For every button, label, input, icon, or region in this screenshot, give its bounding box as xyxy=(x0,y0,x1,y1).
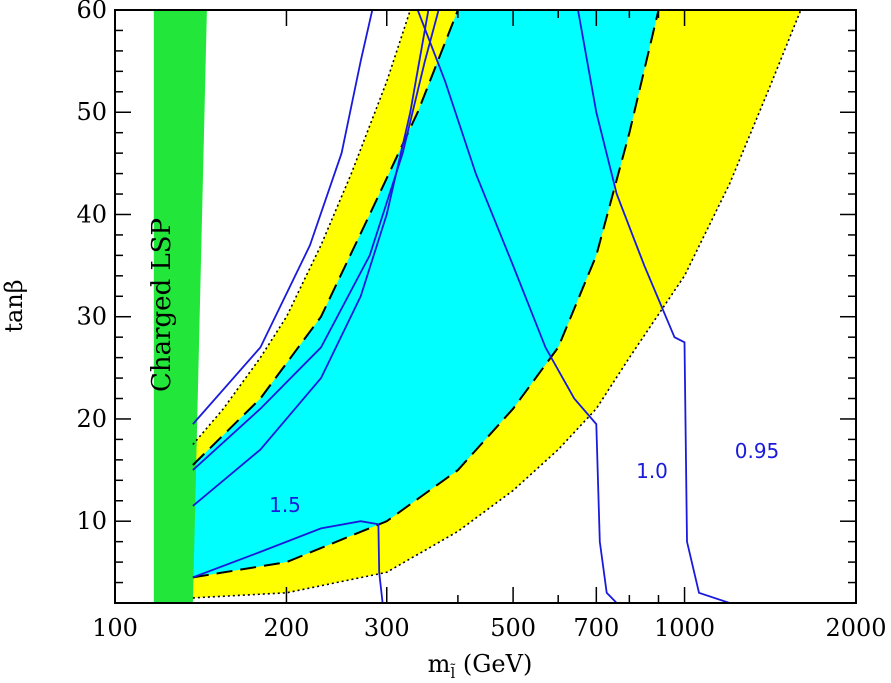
y-tick-label: 20 xyxy=(76,405,107,433)
y-tick-label: 50 xyxy=(76,98,107,126)
y-tick-label: 40 xyxy=(76,200,107,228)
charged-lsp-label: Charged LSP xyxy=(147,218,177,392)
contour-label-1.0: 1.0 xyxy=(636,459,668,483)
contour-line-0.95 xyxy=(577,10,730,603)
x-axis-label: ml̃ (GeV) xyxy=(428,650,533,682)
inner-band-upper-edge xyxy=(192,10,459,466)
contour-label-1.5: 1.5 xyxy=(269,493,301,517)
inner-band-lower-edge xyxy=(192,10,660,579)
x-tick-label: 2000 xyxy=(825,614,886,642)
contour-line-1.5 xyxy=(192,520,384,603)
outer-band-lower-edge xyxy=(192,10,802,599)
inner-band-region xyxy=(192,10,659,578)
regions-layer xyxy=(153,10,801,603)
upper-contour-2 xyxy=(192,10,440,471)
x-tick-label: 700 xyxy=(573,614,619,642)
upper-contour-1 xyxy=(192,10,430,507)
y-axis-label: tanβ xyxy=(0,279,28,332)
upper-contour-3 xyxy=(192,10,374,425)
ticks-layer xyxy=(114,9,857,604)
x-tick-label: 300 xyxy=(364,614,410,642)
x-tick-label: 500 xyxy=(490,614,536,642)
curves-layer xyxy=(192,10,802,603)
charged-lsp-region xyxy=(153,10,207,603)
plot-frame xyxy=(114,9,857,604)
y-tick-label: 30 xyxy=(76,303,107,331)
y-tick-label: 10 xyxy=(76,507,107,535)
x-tick-label: 200 xyxy=(264,614,310,642)
contour-line-1.0 xyxy=(416,10,618,603)
x-tick-label: 1000 xyxy=(654,614,715,642)
x-tick-label: 100 xyxy=(92,614,138,642)
y-tick-label: 60 xyxy=(76,0,107,24)
contour-label-0.95: 0.95 xyxy=(735,439,780,463)
